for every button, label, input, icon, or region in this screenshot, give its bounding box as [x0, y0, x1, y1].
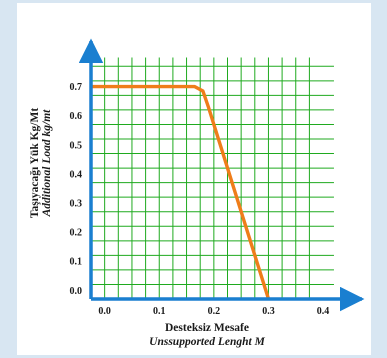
y-tick-label: 0.6	[70, 111, 83, 122]
x-tick-label: 0.0	[98, 306, 111, 317]
load-span-chart: 0.0 0.1 0.2 0.3 0.40.00.10.20.30.40.50.60.7 …	[29, 38, 365, 348]
axes	[78, 38, 365, 312]
x-axis-title: Desteksiz Mesafe	[165, 322, 249, 334]
x-tick-label: 0.4	[317, 306, 330, 317]
tick-labels: 0.0 0.1 0.2 0.3 0.4 0.0 0.1 0.2 0.3 0.4 0.5 0.6 0.7	[70, 82, 330, 317]
load-curve	[91, 84, 271, 300]
series-layer	[91, 84, 271, 300]
y-tick-label: 0.0	[70, 286, 83, 297]
y-axis-subtitle: Additional Load kg/mt	[41, 109, 53, 218]
y-tick-label: 0.5	[70, 140, 83, 151]
y-tick-label: 0.2	[70, 228, 83, 239]
y-tick-label: 0.4	[70, 169, 83, 180]
chart-card: 0.0 0.1 0.2 0.3 0.4 0.0 0.1 0.2 0.3 0.4 0.5 0.6 0.7 …	[17, 3, 371, 355]
y-tick-label: 0.1	[70, 257, 83, 268]
y-tick-label: 0.3	[70, 199, 83, 210]
x-tick-label: 0.3	[262, 306, 275, 317]
y-axis-title: Taşıyacağı Yük Kg/Mt	[29, 108, 41, 218]
grid	[90, 57, 334, 300]
x-tick-label: 0.2	[208, 306, 221, 317]
y-tick-label: 0.7	[70, 82, 83, 93]
x-axis-subtitle: Unssupported Lenght M	[149, 336, 265, 348]
x-tick-label: 0.1	[153, 306, 166, 317]
